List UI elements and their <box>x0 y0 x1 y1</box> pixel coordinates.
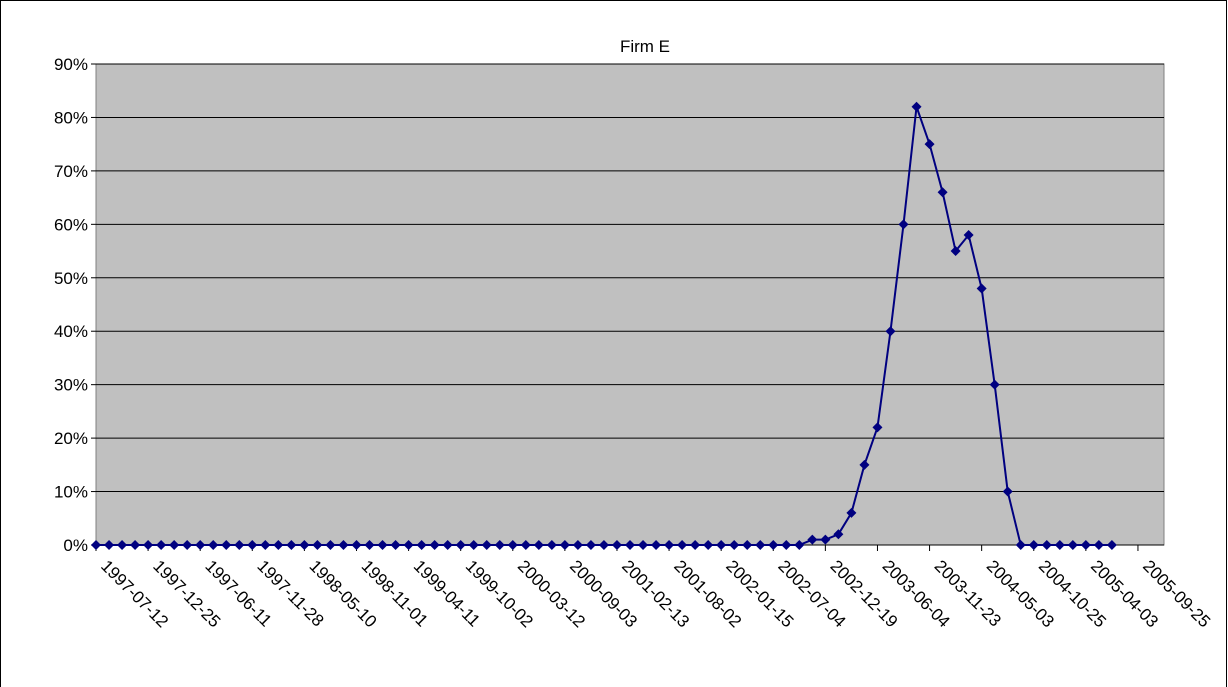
marker <box>755 540 766 550</box>
marker <box>455 540 466 550</box>
marker <box>768 540 779 550</box>
marker <box>247 540 258 550</box>
marker <box>351 540 362 550</box>
marker <box>91 540 101 550</box>
marker <box>325 540 336 550</box>
marker <box>911 101 922 112</box>
chart-title: Firm E <box>620 37 670 56</box>
marker <box>651 540 662 550</box>
y-tick-label: 60% <box>54 215 88 234</box>
plot-area <box>95 63 1165 546</box>
marker <box>898 219 909 230</box>
marker <box>846 507 857 518</box>
y-tick-label: 0% <box>63 536 88 555</box>
marker <box>1080 540 1091 550</box>
y-tick-label: 50% <box>54 269 88 288</box>
marker <box>794 540 805 550</box>
marker <box>442 540 453 550</box>
marker <box>221 540 232 550</box>
marker <box>1015 540 1026 550</box>
marker <box>598 540 609 550</box>
marker <box>468 540 479 550</box>
marker <box>690 540 701 550</box>
marker <box>742 540 753 550</box>
marker <box>377 540 388 550</box>
marker <box>429 540 440 550</box>
marker <box>638 540 649 550</box>
marker <box>937 187 948 198</box>
marker <box>481 540 492 550</box>
marker <box>338 540 349 550</box>
marker <box>833 529 844 540</box>
marker <box>143 540 154 550</box>
marker <box>169 540 180 550</box>
y-tick-label: 40% <box>54 322 88 341</box>
marker <box>924 139 935 150</box>
marker <box>572 540 583 550</box>
marker <box>533 540 544 550</box>
marker <box>611 540 622 550</box>
y-tick-label: 30% <box>54 376 88 395</box>
marker <box>195 540 206 550</box>
marker <box>1028 540 1039 550</box>
marker <box>273 540 284 550</box>
y-tick-label: 90% <box>54 55 88 74</box>
marker <box>130 540 141 550</box>
marker <box>156 540 167 550</box>
marker <box>703 540 714 550</box>
marker <box>1041 540 1052 550</box>
marker <box>677 540 688 550</box>
marker <box>1067 540 1078 550</box>
marker <box>625 540 635 550</box>
marker <box>286 540 297 550</box>
marker <box>312 540 323 550</box>
marker <box>859 459 870 470</box>
marker <box>520 540 531 550</box>
y-tick-label: 10% <box>54 483 88 502</box>
marker <box>260 540 271 550</box>
marker <box>1093 540 1104 550</box>
marker <box>820 534 831 545</box>
marker <box>716 540 727 550</box>
marker <box>208 540 219 550</box>
marker <box>494 540 505 550</box>
marker <box>989 379 1000 390</box>
marker <box>885 326 896 337</box>
marker <box>403 540 414 550</box>
marker <box>182 540 193 550</box>
y-tick-label: 20% <box>54 429 88 448</box>
marker <box>416 540 427 550</box>
marker <box>1054 540 1065 550</box>
marker <box>950 246 961 257</box>
y-tick-label: 80% <box>54 108 88 127</box>
marker <box>117 540 128 550</box>
marker <box>664 540 675 550</box>
marker <box>1002 486 1013 497</box>
marker <box>963 230 974 241</box>
marker <box>559 540 570 550</box>
marker <box>507 540 518 550</box>
marker <box>781 540 792 550</box>
marker <box>234 540 245 550</box>
marker <box>299 540 310 550</box>
marker <box>546 540 557 550</box>
marker <box>807 534 818 545</box>
y-tick-label: 70% <box>54 162 88 181</box>
marker <box>872 422 883 433</box>
marker <box>976 283 987 294</box>
marker <box>729 540 740 550</box>
marker <box>390 540 401 550</box>
marker <box>585 540 596 550</box>
marker <box>1106 540 1117 550</box>
marker <box>364 540 375 550</box>
marker <box>104 540 115 550</box>
